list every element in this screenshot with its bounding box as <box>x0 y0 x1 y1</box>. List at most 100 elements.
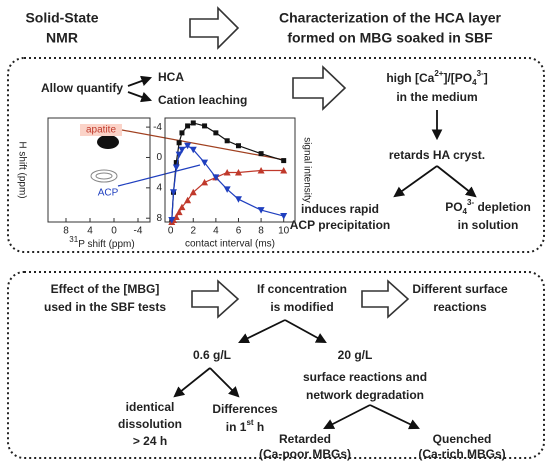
y-tick-label: 8 <box>156 213 162 224</box>
label: retards HA cryst. <box>389 148 485 162</box>
x-tick-label: 0 <box>111 226 117 237</box>
label: reactions <box>433 300 487 314</box>
data-point <box>184 142 192 150</box>
header-text: NMR <box>46 30 78 46</box>
data-point <box>224 138 230 144</box>
data-point <box>189 146 197 154</box>
label: dissolution <box>118 417 182 431</box>
connector <box>117 164 201 187</box>
data-point <box>213 130 219 136</box>
label-bg <box>80 124 122 136</box>
label: in solution <box>458 218 519 232</box>
arrow <box>238 319 286 344</box>
label: > 24 h <box>133 434 167 448</box>
data-point <box>189 188 197 196</box>
acp-signal <box>90 169 118 183</box>
data-point <box>175 208 183 216</box>
data-point <box>202 123 208 129</box>
data-point <box>281 158 287 164</box>
data-point <box>280 213 288 220</box>
label: Quenched <box>433 432 492 446</box>
x-tick-label: 2 <box>190 226 196 237</box>
data-point <box>223 168 231 176</box>
data-point <box>172 213 180 221</box>
data-point <box>184 196 192 204</box>
label: in the medium <box>396 90 477 104</box>
axis-label: signal intensity <box>301 137 312 203</box>
label: ACP <box>98 188 119 199</box>
data-point <box>280 166 288 174</box>
dotted-box <box>7 57 545 253</box>
label: Cation leaching <box>158 93 247 107</box>
label: identical <box>126 400 175 414</box>
label: in 1st h <box>226 418 264 434</box>
label: ACP precipitation <box>290 218 390 232</box>
data-point <box>179 130 185 136</box>
spectrum-frame <box>47 117 151 223</box>
block-arrow <box>189 6 240 50</box>
data-point <box>178 146 186 154</box>
data-point <box>234 196 242 203</box>
data-point <box>257 166 265 174</box>
label: Different surface <box>412 282 508 296</box>
arrow <box>436 165 477 198</box>
label: induces rapid <box>301 202 379 216</box>
data-point <box>234 168 242 176</box>
arrow <box>127 75 153 87</box>
arrow <box>127 91 153 103</box>
y-tick-label: 0 <box>156 152 162 163</box>
x-tick-label: 10 <box>278 226 290 237</box>
arrow <box>369 404 420 430</box>
block-arrow <box>361 279 410 319</box>
data-point <box>168 217 176 224</box>
x-tick-label: 4 <box>213 226 219 237</box>
arrow <box>284 319 327 344</box>
label: Allow quantify <box>41 81 123 95</box>
data-point <box>185 123 191 129</box>
connector <box>121 129 286 161</box>
header-text: Solid-State <box>25 10 98 26</box>
arrow <box>393 165 438 198</box>
data-point <box>169 189 177 196</box>
fit-line <box>171 169 284 223</box>
label: HCA <box>158 70 184 84</box>
data-point <box>172 164 180 172</box>
arrow <box>173 367 211 398</box>
y-tick-label: -4 <box>153 122 162 133</box>
label: Effect of the [MBG] <box>51 282 160 296</box>
label: surface reactions and <box>303 370 427 384</box>
header-text: formed on MBG soaked in SBF <box>287 30 493 46</box>
data-point <box>212 174 220 181</box>
data-point <box>175 151 183 159</box>
label: Differences <box>212 402 278 416</box>
label: used in the SBF tests <box>44 300 166 314</box>
x-tick-label: 4 <box>87 226 93 237</box>
label: PO43- depletion <box>445 198 531 216</box>
data-point <box>201 178 209 186</box>
label: network degradation <box>306 388 424 402</box>
data-point <box>178 203 186 211</box>
x-tick-label: 6 <box>236 226 242 237</box>
x-tick-label: 8 <box>63 226 69 237</box>
data-point <box>190 120 196 126</box>
x-tick-label: 8 <box>258 226 264 237</box>
label: is modified <box>270 300 333 314</box>
apatite-signal <box>97 135 119 149</box>
axis-label: 31P shift (ppm) <box>69 235 134 250</box>
data-point <box>201 159 209 167</box>
arrow <box>209 367 240 398</box>
data-point <box>258 151 264 157</box>
data-point <box>176 140 182 146</box>
dotted-box <box>7 271 545 459</box>
header-text: Characterization of the HCA layer <box>279 10 502 26</box>
label: 0.6 g/L <box>193 348 231 362</box>
block-arrow <box>292 65 347 111</box>
acp-signal <box>95 172 113 180</box>
label: (Ca-rich MBGs) <box>418 447 505 461</box>
x-tick-label: 0 <box>168 226 174 237</box>
label: If concentration <box>257 282 347 296</box>
data-point <box>173 160 179 166</box>
label: apatite <box>86 125 116 136</box>
x-tick-label: -4 <box>134 226 143 237</box>
